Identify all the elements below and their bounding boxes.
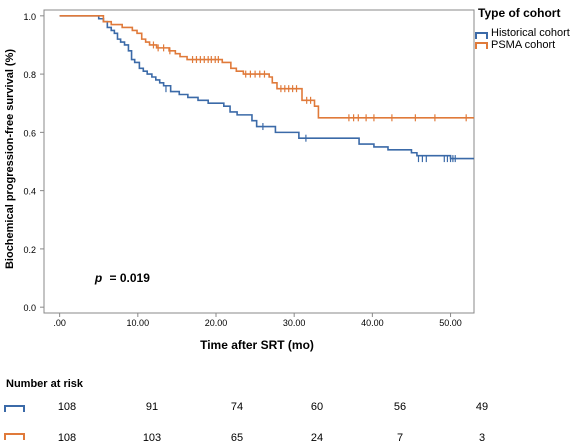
- y-tick-label: 0.2: [23, 245, 36, 255]
- y-tick-label: 0.6: [23, 128, 36, 138]
- legend-label-historical: Historical cohort: [491, 27, 570, 39]
- risk-count: 56: [394, 401, 406, 413]
- axis-ticks: 0.0 0.2 0.4 0.6 0.8 1.0 .00 10.00 20.00 30.00 40.0…: [23, 12, 461, 328]
- risk-count: 49: [476, 401, 488, 413]
- risk-count: 60: [311, 401, 323, 413]
- x-tick-label: 30.00: [283, 318, 306, 328]
- legend-swatch-psma: [475, 42, 488, 49]
- risk-count: 65: [231, 432, 243, 442]
- risk-count: 108: [58, 401, 76, 413]
- y-axis-label: Biochemical progression-free survival (%…: [4, 49, 16, 269]
- risk-count: 74: [231, 401, 243, 413]
- legend-label-psma: PSMA cohort: [491, 39, 555, 51]
- risk-table: Number at risk 108 91 74 60 56 49 108 103 65 24 7 3: [4, 378, 488, 442]
- y-tick-label: 1.0: [23, 12, 36, 22]
- plot-area: [43, 9, 475, 314]
- x-tick-label: 20.00: [205, 318, 228, 328]
- x-tick-label: 50.00: [439, 318, 462, 328]
- risk-table-title: Number at risk: [6, 378, 84, 390]
- p-value: = 0.019: [110, 271, 151, 285]
- risk-count: 108: [58, 432, 76, 442]
- risk-row-psma-swatch: [4, 433, 25, 440]
- risk-count: 24: [311, 432, 323, 442]
- x-tick-label: .00: [53, 318, 66, 328]
- legend-swatch-historical: [475, 32, 488, 39]
- risk-count: 7: [397, 432, 403, 442]
- legend: Type of cohort Historical cohort PSMA co…: [475, 6, 570, 51]
- p-symbol: p: [94, 271, 102, 285]
- risk-values: 108 91 74 60 56 49 108 103 65 24 7 3: [58, 401, 488, 442]
- series-line-historical: [59, 15, 474, 160]
- p-value-annotation: p = 0.019: [94, 271, 150, 285]
- risk-count: 103: [143, 432, 161, 442]
- risk-row-historical-swatch: [4, 405, 25, 412]
- x-tick-label: 10.00: [127, 318, 150, 328]
- survival-curves: [59, 15, 474, 163]
- y-tick-label: 0.0: [23, 303, 36, 313]
- plot-frame: [43, 9, 475, 314]
- legend-title: Type of cohort: [478, 6, 560, 20]
- x-axis-label: Time after SRT (mo): [200, 338, 314, 352]
- risk-count: 91: [146, 401, 158, 413]
- risk-count: 3: [479, 432, 485, 442]
- x-tick-label: 40.00: [361, 318, 384, 328]
- series-line-psma: [59, 15, 474, 119]
- y-tick-label: 0.4: [23, 187, 36, 197]
- y-tick-label: 0.8: [23, 70, 36, 80]
